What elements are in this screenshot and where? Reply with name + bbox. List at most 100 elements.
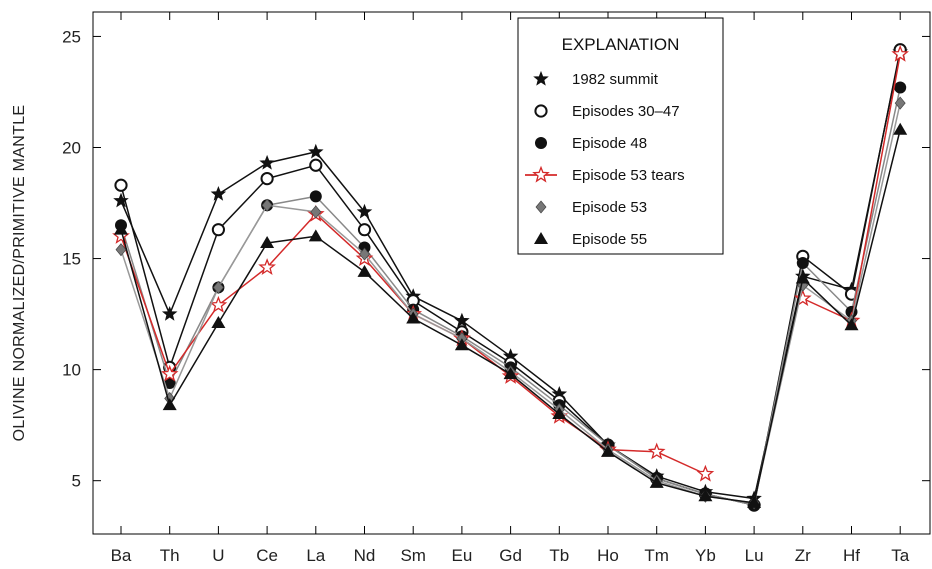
data-point (647, 442, 666, 460)
legend: EXPLANATION 1982 summit Episodes 30–47 Epis… (517, 17, 724, 255)
x-tick-label: Zr (795, 546, 811, 565)
data-point (844, 318, 859, 331)
data-point (162, 398, 177, 411)
x-tick-label: Ho (597, 546, 619, 565)
legend-marker (533, 70, 549, 86)
data-point (552, 407, 567, 420)
data-point (308, 229, 323, 242)
x-tick-label: U (212, 546, 224, 565)
y-tick-label: 15 (62, 250, 81, 269)
series-line (120, 54, 901, 475)
legend-marker (535, 137, 547, 149)
data-point (310, 205, 322, 219)
y-tick-label: 25 (62, 27, 81, 46)
data-point (115, 243, 127, 257)
data-point (454, 312, 470, 328)
plot-frame (92, 11, 931, 535)
data-point (358, 241, 371, 254)
series-5 (114, 122, 908, 508)
data-point (454, 338, 469, 351)
data-point (795, 271, 810, 284)
series-1 (114, 43, 907, 512)
data-point (747, 495, 762, 508)
data-point (261, 198, 273, 212)
x-tick-label: Ce (256, 546, 278, 565)
data-point (601, 444, 615, 457)
series-0 (113, 43, 908, 505)
series-layer (112, 43, 910, 512)
data-point (309, 158, 323, 172)
axes-layer: 5 10 15 20 25 Ba Th U Ce La Nd Sm Eu Gd Tb Ho Tm Yb Lu Zr Hf… (11, 11, 931, 565)
x-tick-label: Tm (644, 546, 669, 565)
data-point (161, 306, 178, 321)
data-point (211, 315, 226, 328)
x-tick-label: Eu (452, 546, 473, 565)
x-tick-label: La (306, 546, 325, 565)
y-axis-title: OLIVINE NORMALIZED/PRIMITIVE MANTLE (11, 105, 28, 442)
data-point (259, 154, 275, 170)
legend-marker (534, 232, 548, 244)
data-point (357, 264, 372, 277)
legend-marker (532, 165, 550, 183)
data-point (258, 258, 276, 275)
legend-label: Episodes 30–47 (572, 103, 680, 120)
data-point (894, 96, 906, 110)
data-point (893, 122, 908, 135)
series-2 (115, 81, 907, 512)
data-point (260, 236, 275, 249)
data-point (212, 280, 224, 294)
series-line (120, 51, 901, 500)
data-point (113, 192, 129, 208)
data-point (649, 475, 664, 488)
legend-box (517, 17, 724, 255)
legend-marker (534, 104, 548, 118)
data-point (359, 247, 370, 261)
legend-title: EXPLANATION (562, 35, 680, 54)
data-point (209, 295, 228, 313)
data-point (356, 203, 373, 219)
legend-label: Episode 48 (572, 135, 647, 152)
legend-label: Episode 53 tears (572, 167, 685, 184)
data-point (503, 367, 518, 380)
data-point (308, 143, 324, 159)
x-tick-label: Yb (695, 546, 716, 565)
data-point (309, 190, 322, 203)
y-tick-label: 5 (72, 472, 81, 491)
data-point (796, 257, 809, 270)
x-tick-label: Th (160, 546, 180, 565)
data-point (696, 464, 715, 482)
series-line (120, 87, 901, 506)
data-point (698, 489, 713, 502)
series-4 (115, 96, 906, 510)
data-point (357, 223, 372, 237)
x-tick-label: Ta (891, 546, 910, 565)
x-tick-label: Nd (354, 546, 376, 565)
data-point (210, 186, 227, 201)
data-point (891, 44, 910, 62)
x-tick-label: Lu (745, 546, 764, 565)
series-line (120, 129, 901, 504)
data-point (114, 178, 128, 192)
legend-marker (535, 200, 547, 214)
legend-label: 1982 summit (572, 71, 659, 88)
x-tick-label: Sm (400, 546, 426, 565)
x-tick-label: Gd (499, 546, 522, 565)
y-tick-label: 20 (62, 138, 81, 157)
x-tick-label: Tb (549, 546, 569, 565)
x-tick-label: Hf (843, 546, 860, 565)
series-line (120, 49, 901, 506)
data-point (260, 171, 274, 186)
legend-label: Episode 55 (572, 231, 647, 248)
data-point (793, 289, 812, 307)
legend-label: Episode 53 (572, 199, 647, 216)
data-point (211, 223, 225, 237)
data-point (160, 364, 179, 382)
series-line (120, 102, 901, 504)
y-tick-label: 10 (62, 361, 81, 380)
x-tick-label: Ba (111, 546, 132, 565)
data-point (114, 222, 128, 235)
data-point (406, 311, 421, 324)
data-point (894, 81, 907, 94)
